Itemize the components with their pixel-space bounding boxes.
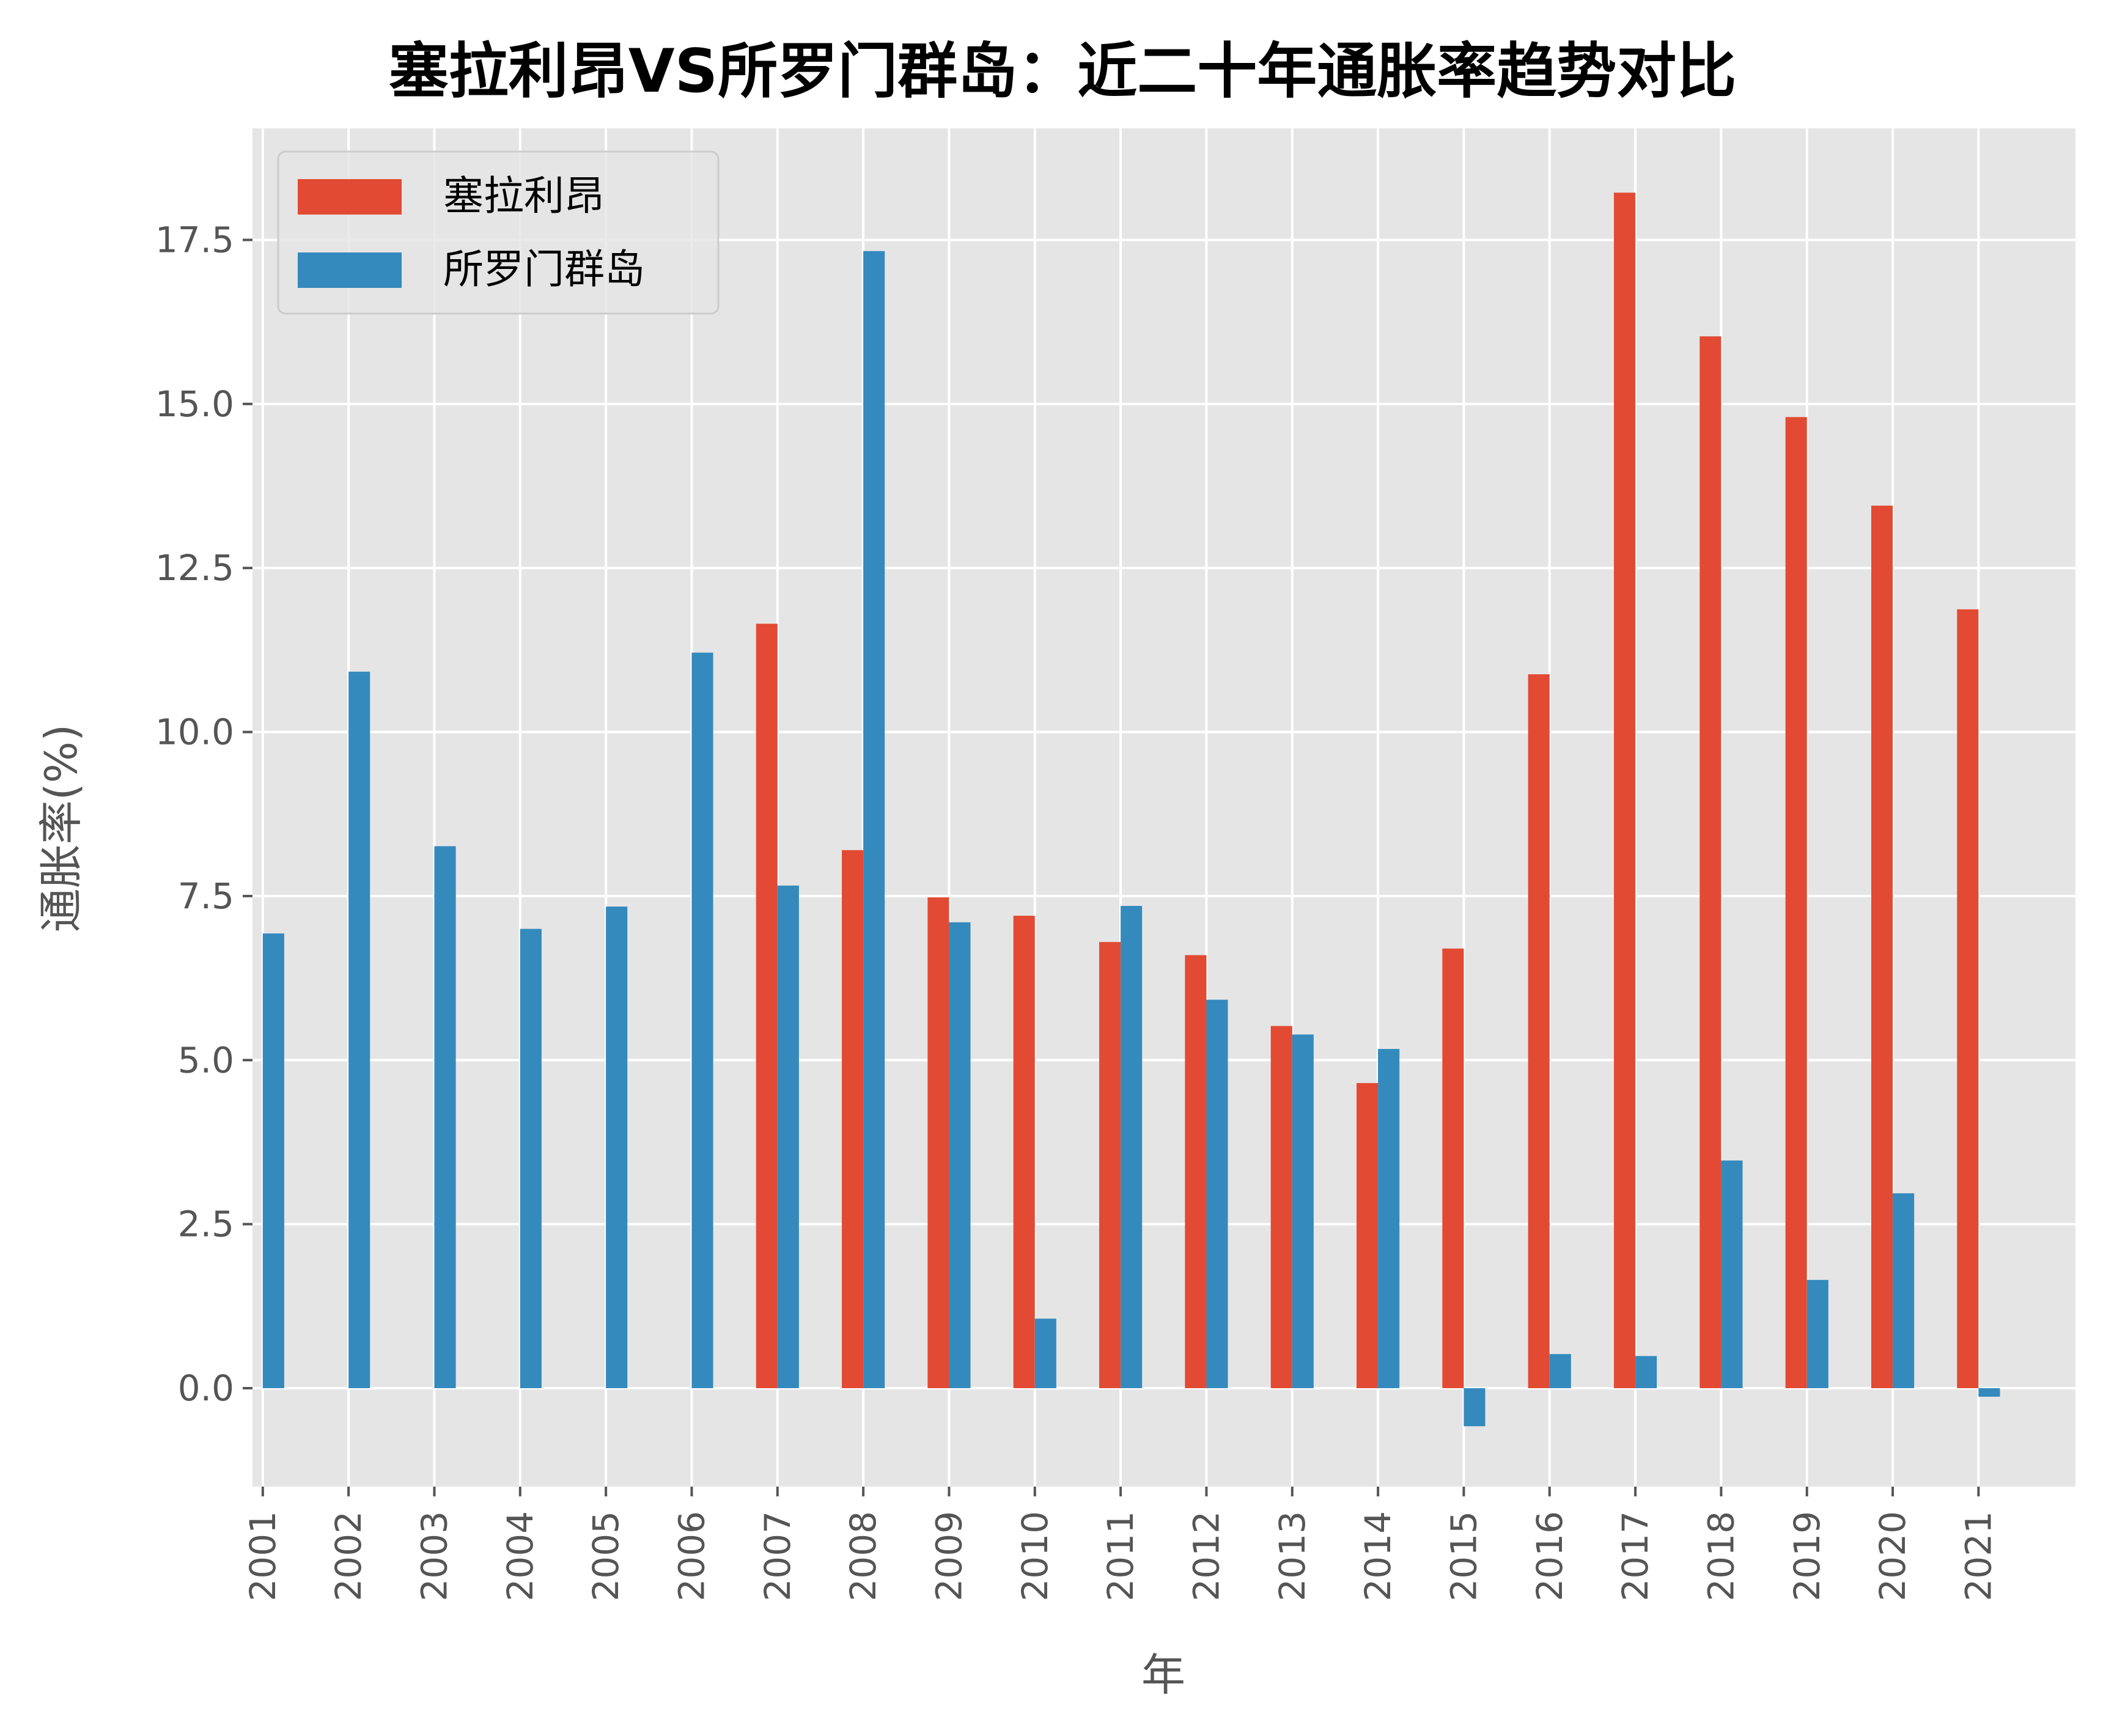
plot-background (252, 128, 2075, 1487)
bar-sierra-leone (1957, 609, 1979, 1388)
x-axis-label: 年 (1141, 1649, 1185, 1701)
bar-sierra-leone (1785, 417, 1807, 1388)
bar-sierra-leone (1013, 916, 1035, 1388)
bar-sierra-leone (1357, 1083, 1379, 1388)
bar-solomon-islands (520, 929, 542, 1388)
x-tick-label: 2001 (242, 1511, 284, 1602)
axes: 0.0 2.5 5.0 7.5 10.0 12.5 15.0 17.5 2001 2002 2003… (155, 219, 2000, 1601)
y-tick-label: 2.5 (178, 1204, 234, 1245)
bar-solomon-islands (1464, 1388, 1486, 1427)
bar-solomon-islands (1121, 906, 1143, 1388)
bar-solomon-islands (1378, 1049, 1400, 1388)
bar-sierra-leone (1099, 942, 1121, 1388)
bar-sierra-leone (1442, 948, 1464, 1388)
y-tick-label: 0.0 (178, 1367, 234, 1409)
y-tick-label: 5.0 (178, 1039, 234, 1081)
y-tick-label: 15.0 (155, 383, 234, 425)
bar-sierra-leone (1614, 193, 1636, 1388)
bar-solomon-islands (1034, 1319, 1056, 1388)
x-tick-label: 2003 (413, 1511, 455, 1602)
bar-solomon-islands (777, 885, 799, 1388)
legend-label: 塞拉利昂 (443, 172, 605, 219)
bar-sierra-leone (756, 623, 778, 1388)
y-tick-label: 7.5 (178, 875, 234, 917)
x-tick-label: 2007 (757, 1511, 798, 1602)
x-tick-label: 2019 (1786, 1511, 1828, 1602)
x-tick-label: 2017 (1614, 1511, 1656, 1602)
bar-sierra-leone (842, 850, 864, 1388)
legend-label: 所罗门群岛 (443, 246, 645, 293)
bar-solomon-islands (434, 846, 456, 1388)
bar-sierra-leone (1871, 506, 1893, 1388)
x-tick-label: 2008 (842, 1511, 884, 1602)
bar-solomon-islands (1635, 1356, 1657, 1388)
x-tick-label: 2015 (1443, 1511, 1484, 1602)
x-tick-label: 2013 (1272, 1511, 1313, 1602)
bar-solomon-islands (348, 671, 370, 1388)
bars (262, 193, 2000, 1427)
bar-sierra-leone (927, 897, 949, 1388)
x-tick-label: 2006 (671, 1511, 712, 1602)
legend-swatch (298, 252, 402, 288)
bar-sierra-leone (1528, 674, 1550, 1388)
bar-sierra-leone (1699, 336, 1721, 1388)
x-tick-label: 2004 (499, 1511, 541, 1602)
x-tick-label: 2016 (1529, 1511, 1570, 1602)
bar-solomon-islands (949, 922, 971, 1388)
x-tick-label: 2010 (1014, 1511, 1056, 1602)
x-tick-label: 2005 (585, 1511, 627, 1602)
x-tick-label: 2014 (1357, 1511, 1399, 1602)
bar-solomon-islands (863, 251, 885, 1388)
bar-solomon-islands (1206, 999, 1228, 1388)
x-tick-label: 2021 (1957, 1511, 1999, 1602)
x-tick-label: 2009 (928, 1511, 970, 1602)
x-tick-label: 2012 (1185, 1511, 1227, 1602)
bar-solomon-islands (1893, 1193, 1915, 1388)
bar-solomon-islands (1549, 1354, 1571, 1388)
bar-solomon-islands (691, 652, 713, 1388)
bar-solomon-islands (1978, 1388, 2000, 1397)
bar-solomon-islands (1292, 1034, 1314, 1388)
y-axis-label: 通胀率(%) (35, 724, 87, 933)
y-tick-label: 17.5 (155, 219, 234, 260)
bar-solomon-islands (1806, 1279, 1828, 1388)
bar-sierra-leone (1270, 1026, 1292, 1388)
bar-solomon-islands (606, 907, 628, 1388)
x-tick-label: 2018 (1700, 1511, 1742, 1602)
x-tick-label: 2002 (328, 1511, 369, 1602)
bar-solomon-islands (262, 933, 284, 1388)
x-tick-label: 2020 (1872, 1511, 1913, 1602)
bar-solomon-islands (1721, 1160, 1743, 1388)
y-tick-label: 12.5 (155, 547, 234, 589)
y-tick-label: 10.0 (155, 712, 234, 753)
legend-swatch (298, 179, 402, 215)
chart-title: 塞拉利昂VS所罗门群岛：近二十年通胀率趋势对比 (389, 37, 1736, 106)
bar-sierra-leone (1185, 955, 1207, 1388)
x-tick-label: 2011 (1100, 1511, 1141, 1602)
